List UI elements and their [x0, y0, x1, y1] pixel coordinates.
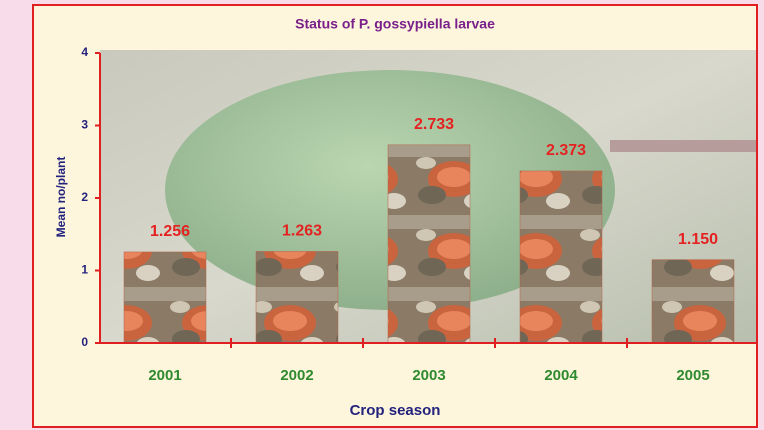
x-axis-label: Crop season	[350, 402, 441, 419]
chart-title: Status of P. gossypiella larvae	[295, 16, 495, 32]
page: Status of P. gossypiella larvae Crop sea…	[0, 0, 764, 430]
value-label: 1.256	[150, 223, 190, 240]
value-label: 2.733	[414, 116, 454, 133]
value-label: 1.150	[678, 231, 718, 248]
y-tick-label: 0	[81, 335, 88, 349]
value-label: 1.263	[282, 223, 322, 240]
x-tick-label: 2005	[676, 367, 709, 384]
x-tick-label: 2004	[544, 367, 578, 384]
y-tick-label: 1	[81, 263, 88, 277]
x-tick-label: 2003	[412, 367, 445, 384]
bar	[256, 251, 338, 343]
y-tick-label: 2	[81, 190, 88, 204]
y-tick-label: 3	[81, 118, 88, 132]
bar	[652, 260, 734, 343]
y-axis-label: Mean no/plant	[54, 157, 68, 238]
y-tick-label: 4	[81, 45, 88, 59]
value-label: 2.373	[546, 142, 586, 159]
bar	[388, 145, 470, 343]
chart: Status of P. gossypiella larvae Crop sea…	[0, 0, 764, 430]
x-tick-label: 2001	[148, 367, 181, 384]
bar	[124, 252, 206, 343]
x-tick-label: 2002	[280, 367, 313, 384]
background-stem	[610, 140, 756, 152]
bar	[520, 171, 602, 343]
